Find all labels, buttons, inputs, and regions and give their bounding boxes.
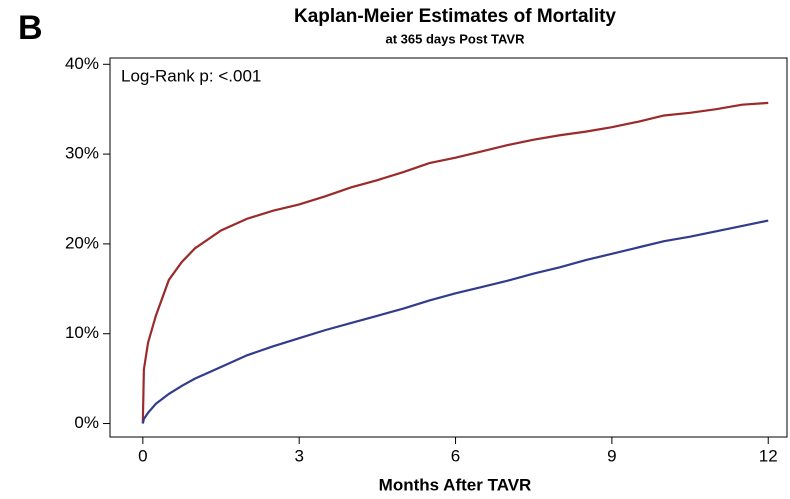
x-tick-label: 0 <box>138 446 147 465</box>
x-axis-label: Months After TAVR <box>379 475 532 494</box>
panel-label: B <box>18 9 43 47</box>
y-tick-label: 10% <box>65 323 99 342</box>
y-tick-label: 0% <box>74 413 99 432</box>
annotation: Log-Rank p: <.001 <box>121 66 261 85</box>
x-tick-label: 12 <box>759 446 778 465</box>
survival-curve <box>141 219 769 424</box>
y-tick-label: 40% <box>65 54 99 73</box>
x-tick-label: 3 <box>294 446 303 465</box>
x-tick-label: 9 <box>607 446 616 465</box>
chart-subtitle: at 365 days Post TAVR <box>386 31 526 46</box>
y-tick-label: 20% <box>65 233 99 252</box>
y-tick-label: 30% <box>65 144 99 163</box>
x-tick-label: 6 <box>451 446 460 465</box>
plot-frame <box>109 57 788 438</box>
chart-title: Kaplan-Meier Estimates of Mortality <box>294 6 616 27</box>
survival-curve <box>141 101 769 424</box>
